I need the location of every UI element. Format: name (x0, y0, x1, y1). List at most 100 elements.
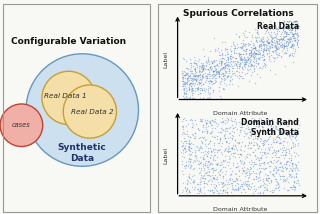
Point (190, 150, 195, 154)
Point (228, 54, 233, 58)
Point (228, 146, 233, 150)
Point (193, 75, 198, 78)
Point (180, 124, 185, 128)
Point (203, 78, 208, 82)
Point (210, 123, 215, 126)
Point (250, 46, 255, 49)
Point (272, 32, 277, 35)
Point (228, 54, 233, 58)
Point (231, 48, 236, 51)
Point (240, 159, 245, 163)
Point (222, 129, 228, 133)
Point (267, 149, 272, 152)
Point (214, 138, 220, 141)
Point (206, 73, 211, 76)
Point (215, 148, 220, 152)
Point (200, 48, 205, 51)
Point (281, 44, 286, 47)
Point (284, 39, 289, 43)
Point (188, 118, 193, 122)
Point (225, 126, 230, 130)
Point (210, 174, 215, 177)
Point (275, 47, 280, 51)
Point (247, 166, 252, 169)
Point (244, 59, 249, 62)
Point (256, 146, 261, 150)
Point (181, 92, 187, 96)
Point (288, 26, 293, 30)
Point (270, 40, 275, 43)
Point (255, 52, 260, 56)
Point (227, 156, 232, 159)
Point (195, 149, 200, 152)
Point (260, 162, 266, 165)
Point (277, 37, 282, 41)
Point (276, 165, 282, 169)
Point (195, 74, 200, 77)
Point (230, 179, 236, 183)
Point (196, 148, 201, 152)
Point (226, 74, 231, 78)
Point (205, 183, 210, 186)
Point (276, 29, 282, 33)
Point (183, 140, 188, 143)
Point (249, 119, 254, 122)
Point (224, 126, 229, 129)
Point (198, 72, 203, 76)
Point (209, 118, 214, 122)
Point (249, 64, 254, 68)
Point (235, 141, 240, 144)
Point (181, 137, 186, 140)
Point (228, 181, 234, 184)
Point (229, 169, 235, 172)
Point (206, 159, 211, 163)
Point (272, 177, 277, 180)
Point (274, 28, 279, 31)
Point (241, 52, 246, 55)
Point (227, 48, 232, 51)
Point (272, 125, 277, 128)
Point (249, 55, 254, 58)
Point (265, 47, 270, 50)
Point (193, 153, 198, 156)
Point (236, 174, 242, 177)
Point (275, 121, 280, 125)
Point (241, 170, 246, 173)
Point (208, 67, 213, 71)
Point (267, 121, 272, 124)
Point (234, 178, 239, 181)
Point (205, 96, 210, 100)
Point (266, 50, 271, 53)
Point (251, 117, 256, 120)
Point (185, 191, 190, 194)
Point (281, 46, 286, 49)
Point (279, 37, 284, 41)
Point (266, 42, 271, 45)
Point (198, 86, 203, 89)
Point (180, 169, 185, 173)
Point (226, 61, 231, 64)
Point (211, 70, 216, 73)
Point (182, 165, 187, 168)
Point (233, 62, 238, 66)
Point (222, 137, 227, 140)
Point (230, 144, 235, 147)
Point (293, 19, 298, 23)
Point (251, 46, 256, 49)
Point (265, 188, 270, 192)
Point (187, 96, 192, 100)
Point (251, 52, 256, 56)
Point (215, 155, 220, 159)
Point (279, 33, 284, 36)
Point (249, 40, 254, 43)
Point (233, 143, 238, 146)
Point (232, 151, 237, 154)
Point (227, 178, 232, 181)
Point (287, 52, 292, 55)
Point (282, 29, 287, 33)
Point (267, 42, 272, 45)
Point (227, 166, 232, 169)
Point (183, 86, 188, 89)
Point (225, 58, 230, 61)
Point (284, 162, 289, 165)
